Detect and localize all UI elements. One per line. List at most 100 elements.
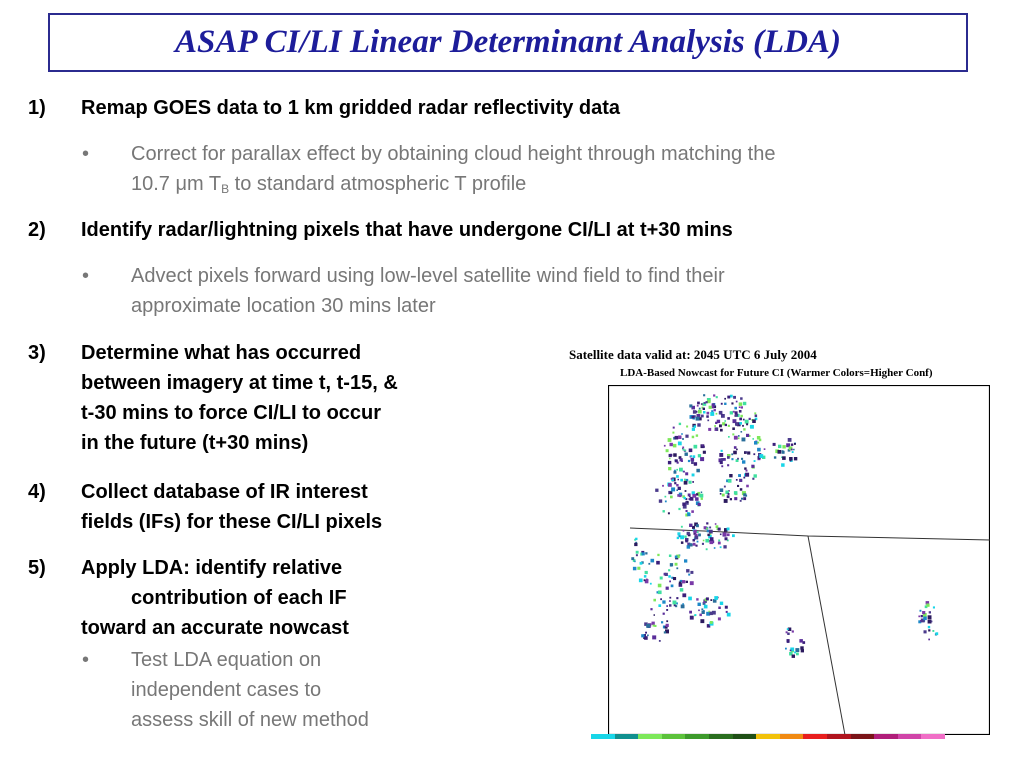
nowcast-pixel: [724, 397, 726, 400]
nowcast-pixel: [641, 561, 644, 564]
nowcast-pixel: [752, 419, 756, 423]
colorbar-segment: [874, 734, 898, 739]
nowcast-pixel: [670, 584, 674, 588]
nowcast-pixel: [706, 522, 709, 525]
colorbar-segment: [614, 734, 639, 739]
nowcast-pixel: [695, 544, 698, 547]
nowcast-pixel: [680, 604, 685, 609]
nowcast-pixel: [671, 478, 674, 482]
nowcast-pixel: [701, 444, 704, 447]
nowcast-pixel: [925, 601, 930, 605]
nowcast-pixel: [684, 479, 687, 482]
nowcast-pixel: [665, 586, 669, 590]
nowcast-pixel: [786, 628, 789, 631]
nowcast-pixel: [727, 456, 730, 459]
nowcast-pixel: [664, 495, 667, 498]
colorbar-segment: [685, 734, 709, 739]
nowcast-pixel: [695, 434, 699, 437]
nowcast-pixel: [650, 558, 655, 563]
nowcast-pixel: [932, 606, 935, 609]
nowcast-pixel: [786, 639, 790, 643]
nowcast-pixel: [678, 435, 682, 439]
step-text: Collect database of IR interest: [81, 481, 368, 503]
nowcast-pixel: [667, 512, 670, 515]
nowcast-pixel: [800, 646, 804, 650]
nowcast-pixel: [695, 493, 699, 496]
nowcast-pixel: [711, 405, 713, 408]
nowcast-pixel: [702, 450, 706, 454]
nowcast-pixel: [644, 622, 648, 626]
nowcast-pixel: [685, 478, 689, 482]
nowcast-pixel: [723, 545, 727, 549]
nowcast-pixel: [709, 537, 714, 541]
nowcast-pixel: [693, 529, 697, 534]
nowcast-pixel: [695, 410, 698, 413]
nowcast-pixel: [720, 449, 723, 452]
nowcast-pixel: [932, 630, 935, 632]
nowcast-pixel: [719, 424, 722, 428]
nowcast-pixel: [669, 600, 671, 602]
nowcast-pixel: [701, 610, 705, 614]
nowcast-pixel: [668, 575, 671, 578]
nowcast-pixel: [695, 416, 700, 421]
nowcast-pixel: [694, 533, 698, 537]
confidence-colorbar: [591, 734, 945, 739]
colorbar-segment: [779, 734, 804, 739]
nowcast-pixel: [731, 453, 734, 456]
nowcast-pixel: [754, 414, 758, 417]
nowcast-pixel: [742, 424, 744, 427]
nowcast-pixel: [669, 563, 674, 567]
nowcast-pixel: [711, 405, 715, 409]
nowcast-pixel: [724, 402, 727, 405]
nowcast-pixel: [923, 616, 927, 621]
nowcast-pixel: [693, 462, 698, 466]
nowcast-pixel: [684, 449, 687, 452]
nowcast-pixel: [790, 443, 794, 446]
nowcast-pixel: [689, 415, 694, 419]
nowcast-pixel: [705, 597, 709, 601]
nowcast-pixel: [667, 438, 672, 442]
nowcast-pixel: [697, 423, 701, 427]
nowcast-pixel: [735, 400, 738, 403]
nowcast-pixel: [729, 394, 733, 398]
nowcast-pixel: [677, 441, 682, 446]
nowcast-pixel: [679, 588, 684, 592]
nowcast-pixel: [672, 431, 675, 434]
nowcast-pixel: [732, 419, 737, 424]
title-box: ASAP CI/LI Linear Determinant Analysis (…: [48, 13, 968, 72]
nowcast-pixel: [676, 597, 679, 600]
nowcast-pixel: [674, 482, 677, 485]
nowcast-pixel: [635, 554, 638, 557]
bullet-dot: •: [82, 265, 90, 287]
nowcast-pixel: [641, 634, 645, 638]
state-border: [629, 527, 990, 541]
nowcast-pixel: [753, 453, 756, 456]
nowcast-pixel: [702, 539, 705, 542]
nowcast-pixel: [686, 545, 691, 549]
nowcast-pixel: [726, 495, 730, 499]
nowcast-pixel: [727, 464, 730, 467]
nowcast-pixel: [740, 431, 743, 433]
nowcast-pixel: [720, 402, 723, 405]
nowcast-pixel: [793, 457, 798, 461]
nowcast-pixel: [788, 446, 793, 451]
nowcast-pixel: [743, 497, 747, 501]
nowcast-pixel: [683, 496, 686, 500]
nowcast-pixel: [678, 583, 683, 587]
nowcast-pixel: [709, 533, 712, 535]
nowcast-pixel: [637, 566, 641, 570]
nowcast-pixel: [635, 550, 639, 554]
nowcast-pixel: [706, 527, 708, 530]
nowcast-pixel: [631, 557, 635, 561]
nowcast-pixel: [706, 624, 711, 628]
nowcast-pixel: [744, 451, 747, 454]
nowcast-pixel: [673, 604, 676, 607]
nowcast-pixel: [696, 414, 701, 418]
nowcast-pixel: [727, 493, 730, 495]
nowcast-pixel: [702, 602, 706, 605]
nowcast-pixel: [719, 453, 724, 457]
nowcast-pixel: [697, 491, 700, 495]
nowcast-pixel: [684, 535, 687, 538]
step-text: in the future (t+30 mins): [81, 432, 309, 454]
nowcast-pixel: [702, 445, 705, 448]
